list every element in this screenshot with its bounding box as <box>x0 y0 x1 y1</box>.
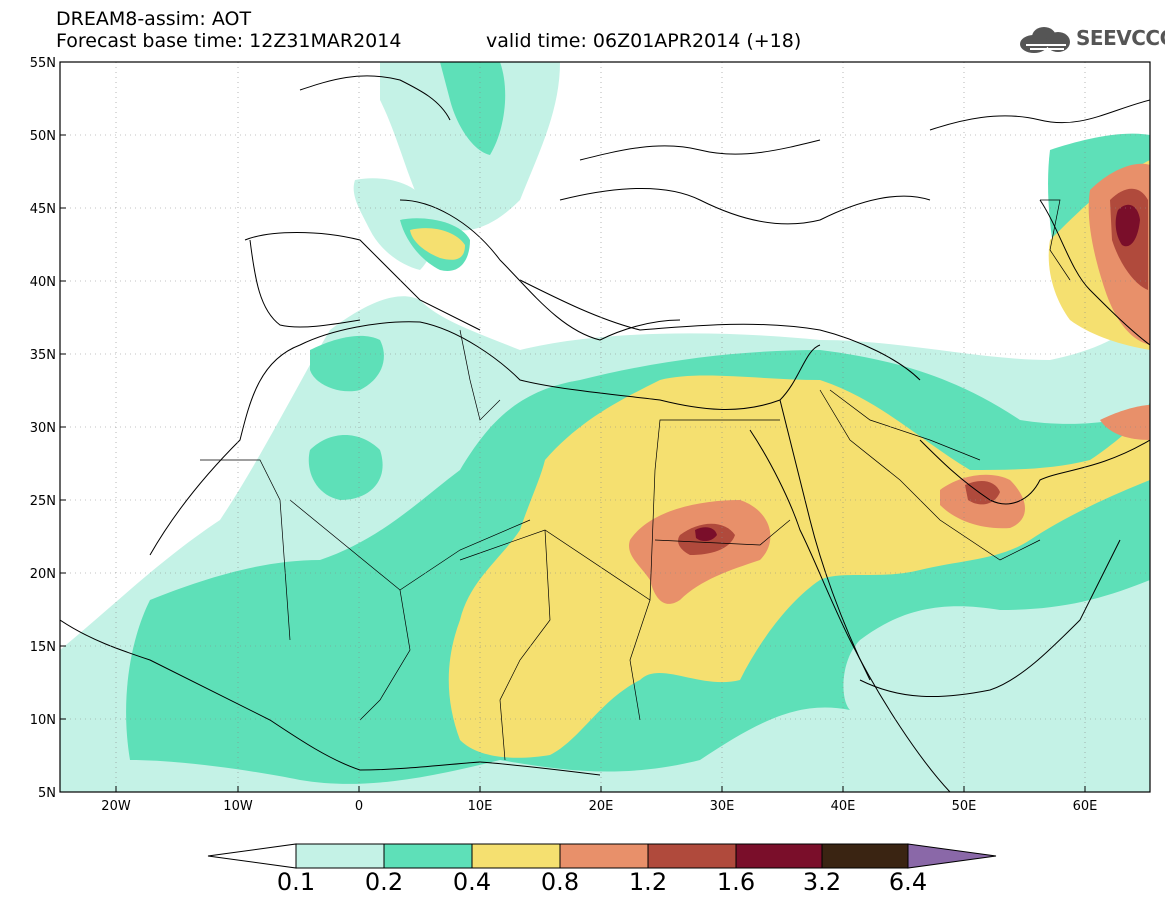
coastlines <box>60 75 1150 792</box>
lon-label: 10E <box>468 799 493 814</box>
colorbar-arrow-high <box>907 843 997 869</box>
map-title-model: DREAM8-assim: AOT <box>56 8 252 30</box>
lat-label: 10N <box>30 713 56 728</box>
colorbar-label: 1.2 <box>628 868 668 896</box>
colorbar-label: 0.8 <box>540 868 580 896</box>
latitude-labels: 55N 50N 45N 40N 35N 30N 25N 20N 15N 10N … <box>30 56 56 801</box>
colorbar-bin <box>295 843 385 869</box>
lat-label: 55N <box>30 56 56 71</box>
seevccc-logo-text: SEEVCCC <box>1076 26 1165 50</box>
colorbar-label: 0.2 <box>364 868 404 896</box>
colorbar-label: 1.6 <box>716 868 756 896</box>
longitude-labels: 20W 10W 0 10E 20E 30E 40E 50E 60E <box>101 799 1097 814</box>
lon-label: 10W <box>223 799 253 814</box>
colorbar-bin <box>735 843 823 869</box>
lat-label: 50N <box>30 129 56 144</box>
colorbar <box>207 843 997 869</box>
lon-label: 40E <box>831 799 856 814</box>
lat-label: 45N <box>30 202 56 217</box>
lat-label: 30N <box>30 421 56 436</box>
graticule <box>60 62 1150 792</box>
aot-fields <box>60 62 1150 792</box>
colorbar-bin <box>647 843 737 869</box>
tick-marks <box>60 134 1086 792</box>
lon-label: 0 <box>355 799 363 814</box>
colorbar-label: 0.4 <box>452 868 492 896</box>
lat-label: 25N <box>30 494 56 509</box>
lon-label: 60E <box>1073 799 1098 814</box>
colorbar-bin <box>471 843 561 869</box>
lon-label: 50E <box>952 799 977 814</box>
lon-label: 30E <box>710 799 735 814</box>
lat-label: 40N <box>30 275 56 290</box>
cloud-icon <box>1020 27 1070 53</box>
lat-label: 5N <box>38 786 56 801</box>
valid-time: valid time: 06Z01APR2014 (+18) <box>486 30 802 52</box>
lon-label: 20W <box>101 799 131 814</box>
lat-label: 15N <box>30 640 56 655</box>
lat-label: 35N <box>30 348 56 363</box>
colorbar-label: 6.4 <box>888 868 928 896</box>
colorbar-label: 0.1 <box>276 868 316 896</box>
lon-label: 20E <box>589 799 614 814</box>
colorbar-bin <box>821 843 909 869</box>
colorbar-arrow-low <box>207 843 297 869</box>
colorbar-label: 3.2 <box>802 868 842 896</box>
colorbar-bin <box>559 843 649 869</box>
colorbar-bin <box>383 843 473 869</box>
forecast-base-time: Forecast base time: 12Z31MAR2014 <box>56 30 402 52</box>
lat-label: 20N <box>30 567 56 582</box>
